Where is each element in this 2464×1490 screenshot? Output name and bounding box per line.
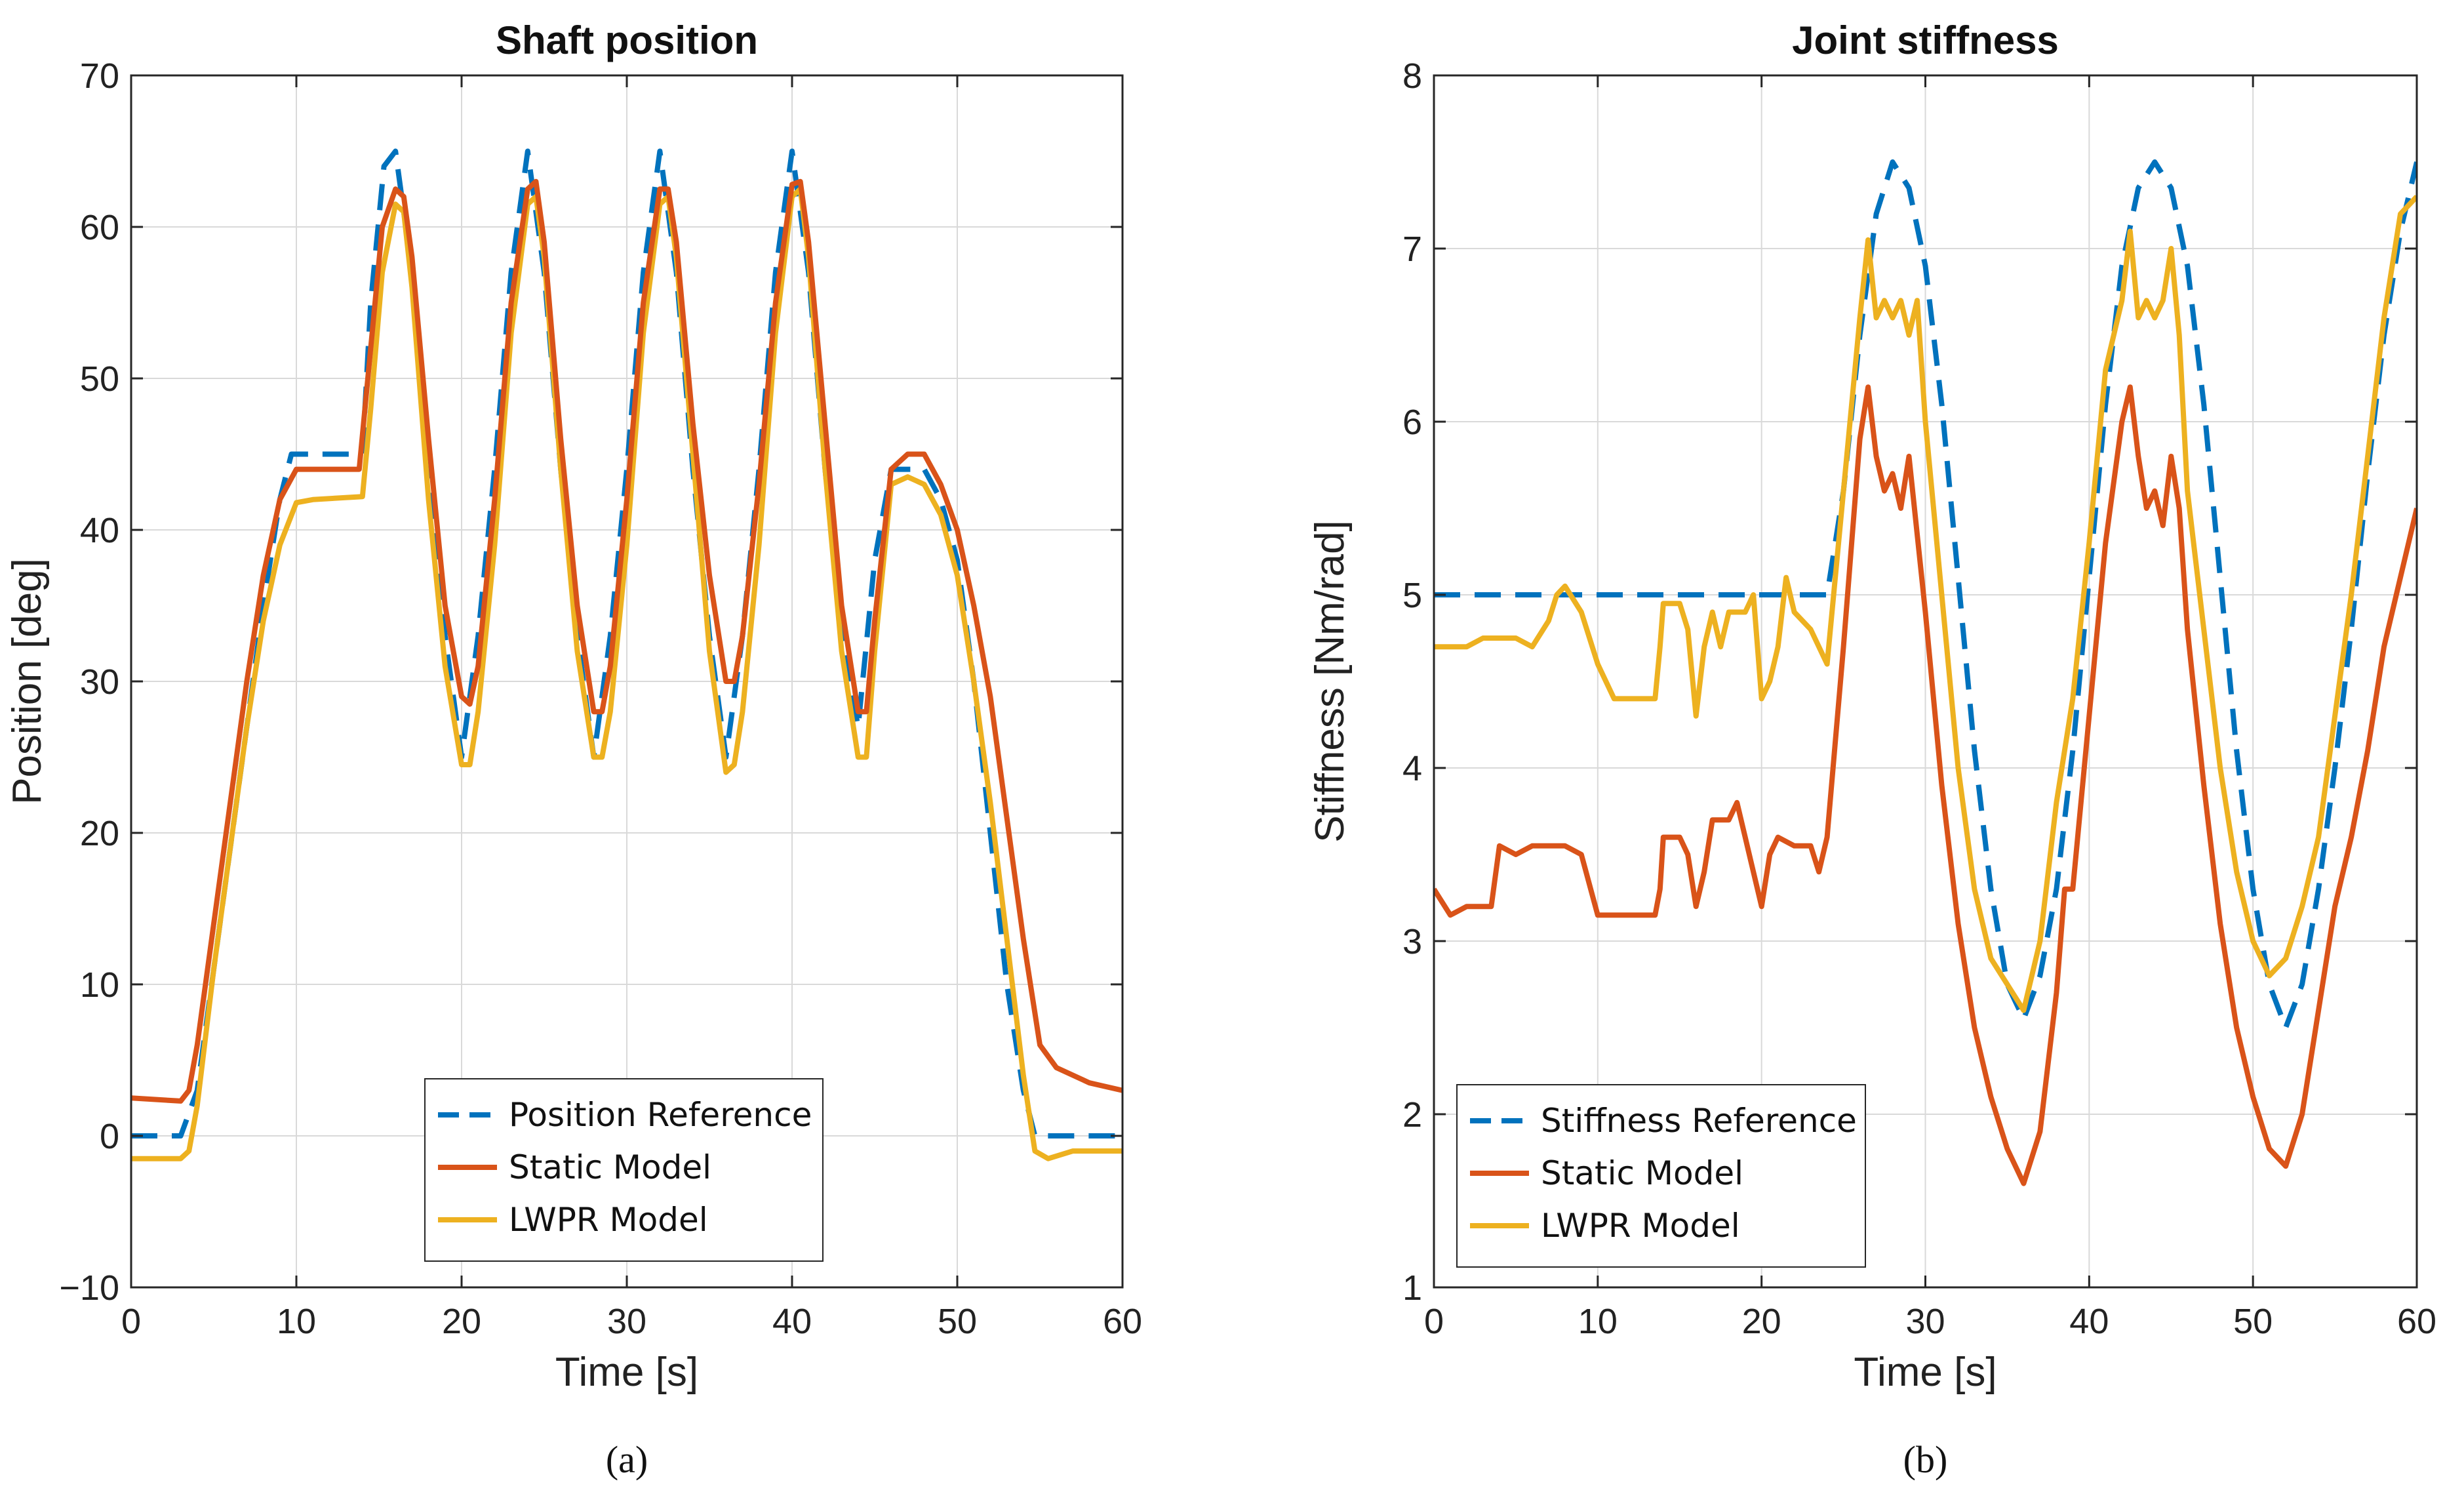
legend-label: Static Model [509,1148,711,1186]
x-tick-label: 10 [1578,1302,1618,1341]
y-tick-label: 30 [80,662,119,702]
y-axis-label: Position [deg] [5,558,50,805]
chart-title: Shaft position [496,18,758,62]
joint-stiffness-chart: 0 10 20 30 40 50 60 1 2 3 4 5 6 7 8 Joint stiffness Time… [1307,18,2436,1481]
y-tick-label: 5 [1402,576,1422,615]
y-tick-label: 40 [80,511,119,550]
legend-label: Stiffness Reference [1541,1102,1857,1140]
y-tick-label: 60 [80,208,119,247]
y-tick-label: 0 [100,1117,119,1156]
y-axis-label: Stiffness [Nm/rad] [1307,520,1353,843]
x-tick-label: 50 [938,1302,977,1341]
chart-title: Joint stiffness [1792,18,2059,62]
subcaption: (b) [1903,1438,1948,1481]
legend-label: LWPR Model [1541,1207,1740,1245]
series-line-lwpr-model [1434,195,2417,1013]
x-tick-label: 60 [2397,1302,2436,1341]
series-line-lwpr-model [131,186,1123,1161]
x-tick-label: 30 [1905,1302,1945,1341]
legend-label: Position Reference [509,1096,812,1134]
series-line-position-reference [131,148,1123,1138]
x-tick-label: 10 [277,1302,316,1341]
legend: Position Reference Static Model LWPR Model [424,1078,824,1262]
y-tick-label: 3 [1402,922,1422,961]
y-tick-label: 7 [1402,230,1422,269]
series-line-static-model [1434,384,2417,1186]
x-tick-label: 0 [1424,1302,1444,1341]
y-tick-label: 4 [1402,749,1422,788]
legend-label: Static Model [1541,1154,1743,1192]
y-tick-label: 10 [80,965,119,1005]
series-group [131,148,1123,1161]
y-tick-label: 6 [1402,403,1422,442]
x-tick-label: 40 [2069,1302,2109,1341]
y-tick-label: −10 [59,1268,119,1308]
y-tick-label: 8 [1402,56,1422,96]
x-axis-label: Time [s] [555,1350,698,1395]
series-group [1434,159,2417,1186]
subcaption: (a) [606,1438,648,1481]
legend: Stiffness Reference Static Model LWPR Mode… [1456,1084,1866,1268]
x-tick-label: 60 [1103,1302,1142,1341]
y-tick-label: 70 [80,56,119,96]
x-tick-label: 30 [607,1302,646,1341]
x-tick-label: 40 [772,1302,812,1341]
y-tick-label: 50 [80,359,119,399]
x-axis-label: Time [s] [1854,1350,1997,1395]
x-tick-label: 50 [2233,1302,2273,1341]
x-tick-label: 20 [1742,1302,1781,1341]
x-tick-label: 20 [442,1302,481,1341]
series-line-stiffness-reference [1434,159,2417,1030]
y-tick-label: 1 [1402,1268,1422,1308]
x-tick-label: 0 [121,1302,141,1341]
legend-label: LWPR Model [509,1201,708,1239]
y-tick-label: 2 [1402,1095,1422,1135]
series-line-static-model [131,178,1123,1104]
y-tick-label: 20 [80,814,119,853]
